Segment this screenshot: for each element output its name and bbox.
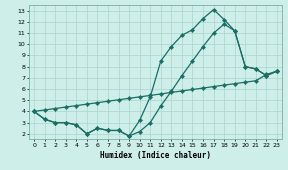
X-axis label: Humidex (Indice chaleur): Humidex (Indice chaleur) bbox=[100, 151, 211, 160]
